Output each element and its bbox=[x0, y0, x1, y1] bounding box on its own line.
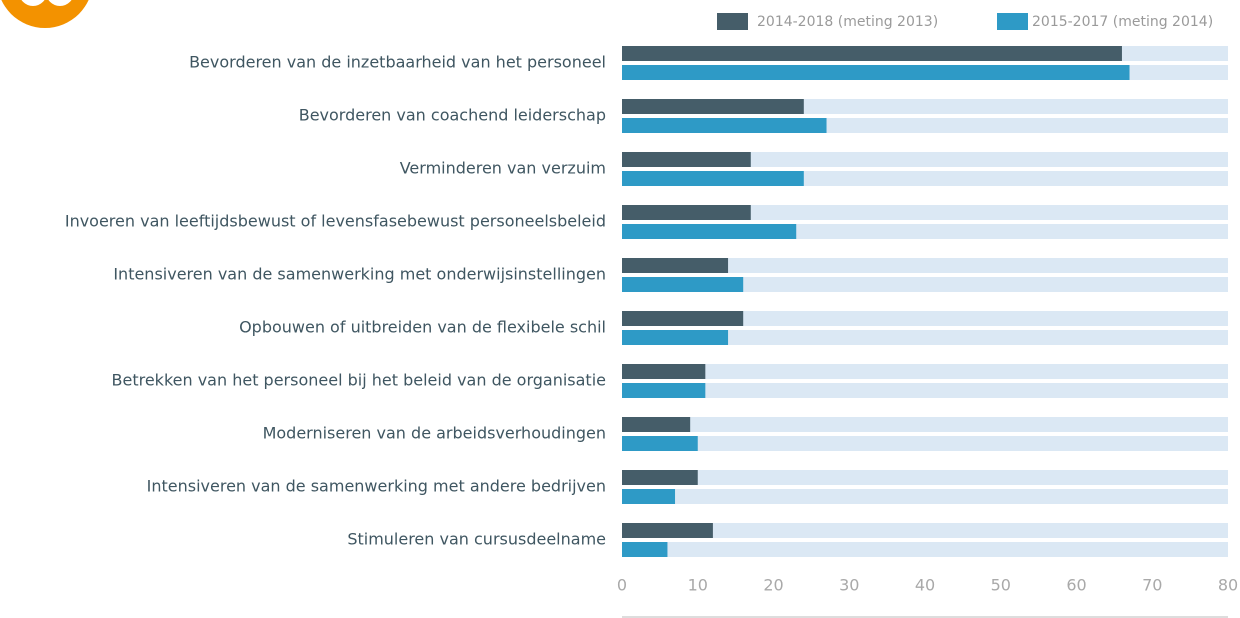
bar bbox=[622, 383, 706, 398]
bar bbox=[622, 118, 827, 133]
bar bbox=[622, 277, 744, 292]
x-tick-label: 10 bbox=[688, 576, 708, 595]
x-tick-label: 60 bbox=[1066, 576, 1086, 595]
bar bbox=[622, 224, 797, 239]
category-label: Betrekken van het personeel bij het bele… bbox=[112, 371, 606, 390]
bar-track bbox=[622, 436, 1228, 451]
category-label: Opbouwen of uitbreiden van de flexibele … bbox=[239, 318, 606, 337]
bar bbox=[622, 417, 691, 432]
x-tick-label: 70 bbox=[1142, 576, 1162, 595]
bar bbox=[622, 330, 729, 345]
bar bbox=[622, 470, 698, 485]
bar-track bbox=[622, 542, 1228, 557]
bar bbox=[622, 205, 751, 220]
legend-label: 2015-2017 (meting 2014) bbox=[1032, 14, 1213, 30]
x-tick-label: 80 bbox=[1218, 576, 1238, 595]
bar bbox=[622, 311, 744, 326]
bar-track bbox=[622, 258, 1228, 273]
x-tick-label: 40 bbox=[915, 576, 935, 595]
category-label: Verminderen van verzuim bbox=[400, 159, 606, 178]
bar-track bbox=[622, 205, 1228, 220]
bar bbox=[622, 46, 1122, 61]
category-label: Bevorderen van de inzetbaarheid van het … bbox=[189, 53, 606, 72]
bar bbox=[622, 364, 706, 379]
x-tick-label: 50 bbox=[991, 576, 1011, 595]
legend-swatch bbox=[997, 13, 1028, 30]
x-tick-label: 20 bbox=[763, 576, 783, 595]
bar-track bbox=[622, 470, 1228, 485]
bar bbox=[622, 99, 804, 114]
category-label: Bevorderen van coachend leiderschap bbox=[299, 106, 606, 125]
bar bbox=[622, 489, 676, 504]
bar bbox=[622, 171, 804, 186]
badge bbox=[1, 0, 89, 28]
category-label: Moderniseren van de arbeidsverhoudingen bbox=[263, 424, 606, 443]
bar bbox=[622, 65, 1130, 80]
bar-track bbox=[622, 417, 1228, 432]
bar-track bbox=[622, 330, 1228, 345]
bar-track bbox=[622, 383, 1228, 398]
category-label: Stimuleren van cursusdeelname bbox=[347, 530, 606, 549]
category-label: Intensiveren van de samenwerking met and… bbox=[147, 477, 606, 496]
bar bbox=[622, 152, 751, 167]
bar-track bbox=[622, 489, 1228, 504]
bar-track bbox=[622, 364, 1228, 379]
legend-label: 2014-2018 (meting 2013) bbox=[757, 14, 938, 30]
x-tick-label: 0 bbox=[617, 576, 627, 595]
category-label: Invoeren van leeftijdsbewust of levensfa… bbox=[65, 212, 606, 231]
x-tick-label: 30 bbox=[839, 576, 859, 595]
legend-swatch bbox=[717, 13, 748, 30]
bar-track bbox=[622, 311, 1228, 326]
badge-glyph bbox=[48, 0, 72, 6]
bar-track bbox=[622, 523, 1228, 538]
bar bbox=[622, 542, 668, 557]
badge-glyph bbox=[21, 0, 45, 6]
bar-track bbox=[622, 152, 1228, 167]
bar bbox=[622, 523, 713, 538]
category-label: Intensiveren van de samenwerking met ond… bbox=[113, 265, 606, 284]
bar bbox=[622, 258, 729, 273]
bar bbox=[622, 436, 698, 451]
bar-track bbox=[622, 277, 1228, 292]
